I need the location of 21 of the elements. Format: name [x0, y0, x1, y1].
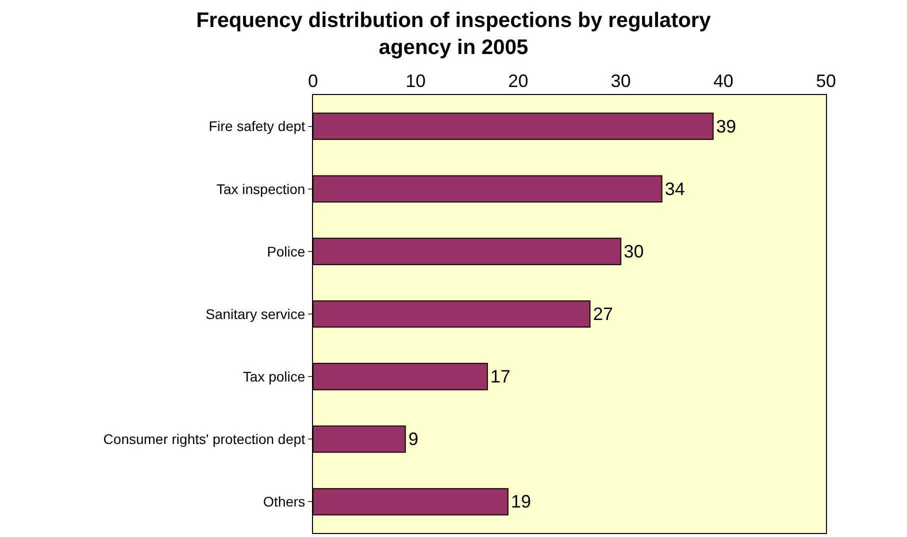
x-tick-label: 0 — [308, 70, 318, 91]
data-label: 19 — [510, 492, 531, 512]
chart-title: Frequency distribution of inspections by regulatory agency in 2005 — [196, 8, 712, 60]
data-label: 17 — [490, 366, 510, 387]
y-tick-label: Tax police — [242, 368, 306, 384]
data-label: 9 — [408, 429, 418, 450]
y-tick-label: Fire safety dept — [208, 118, 306, 134]
x-tick-label: 10 — [406, 70, 426, 91]
y-tick-label: Tax inspection — [216, 180, 306, 197]
y-tick-label: Others — [263, 494, 306, 510]
data-label: 34 — [664, 178, 685, 199]
data-label: 27 — [593, 304, 614, 324]
x-tick-label: 40 — [713, 70, 734, 91]
x-tick-label: 20 — [508, 70, 528, 91]
x-tick-label: 30 — [610, 70, 631, 91]
data-label: 39 — [716, 116, 736, 136]
x-tick-label: 50 — [816, 70, 836, 91]
y-tick-label: Sanitary service — [206, 306, 306, 322]
y-tick-label: Police — [267, 243, 306, 260]
data-label: 30 — [624, 241, 644, 262]
y-tick-label: Consumer rights' protection dept — [103, 431, 306, 448]
